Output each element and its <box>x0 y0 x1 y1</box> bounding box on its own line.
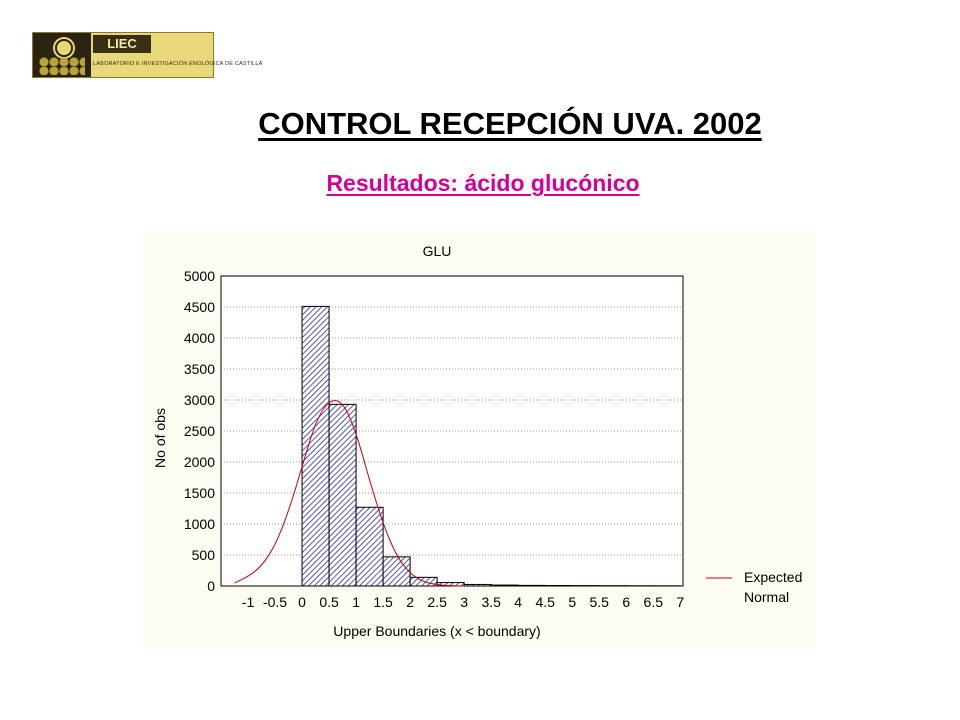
bar-3 <box>301 305 330 587</box>
x-tick-label-9: 3.5 <box>481 594 501 610</box>
y-axis-label: No of obs <box>152 408 168 468</box>
gridlines <box>221 306 683 556</box>
page-subtitle: Resultados: ácido glucónico <box>326 170 640 196</box>
x-tick-labels: -1 -0.5 0 0.5 1 1.5 2 2.5 3 3.5 4 4.5 5 5.5 6 6.5 7 <box>242 594 685 610</box>
y-tick-label-5: 2500 <box>184 423 215 439</box>
expected-normal-curve <box>234 400 465 587</box>
x-tick-label-12: 5 <box>568 594 576 610</box>
y-tick-label-1: 500 <box>192 547 216 563</box>
bars <box>301 305 681 587</box>
x-tick-label-0: -1 <box>242 594 255 610</box>
x-tick-label-1: -0.5 <box>263 594 287 610</box>
x-tick-label-6: 2 <box>406 594 414 610</box>
y-tick-label-2: 1000 <box>184 516 215 532</box>
y-tick-label-9: 4500 <box>184 299 215 315</box>
x-tick-label-7: 2.5 <box>427 594 447 610</box>
y-tick-label-6: 3000 <box>184 392 215 408</box>
x-tick-label-10: 4 <box>514 594 522 610</box>
x-axis-label: Upper Boundaries (x < boundary) <box>333 623 540 639</box>
y-tick-label-3: 1500 <box>184 485 215 501</box>
x-tick-label-14: 6 <box>622 594 630 610</box>
x-tick-label-2: 0 <box>298 594 306 610</box>
legend-label-line2: Normal <box>744 589 789 605</box>
x-tick-label-8: 3 <box>460 594 468 610</box>
x-tick-label-5: 1.5 <box>373 594 393 610</box>
chart-title: GLU <box>423 243 452 259</box>
y-tick-label-4: 2000 <box>184 454 215 470</box>
logo-emblem-icon <box>33 33 91 77</box>
bar-4 <box>328 403 357 587</box>
x-tick-label-13: 5.5 <box>590 594 610 610</box>
x-tick-label-11: 4.5 <box>535 594 555 610</box>
x-tick-label-4: 1 <box>352 594 360 610</box>
y-tick-label-10: 5000 <box>184 268 215 284</box>
logo-brand: LIEC <box>93 35 151 53</box>
y-tick-labels: 0 500 1000 1500 2000 2500 3000 3500 4000 4500 5000 <box>184 268 215 594</box>
y-tick-label-0: 0 <box>207 578 215 594</box>
liec-logo: LIEC LABORATORIO E INVESTIGACIÓN ENOLÓGI… <box>32 32 262 78</box>
legend-label-line1: Expected <box>744 569 802 585</box>
x-tick-label-3: 0.5 <box>319 594 339 610</box>
bar-9 <box>463 583 492 587</box>
bar-10 <box>490 584 519 587</box>
bar-5 <box>355 506 384 587</box>
x-tick-label-15: 6.5 <box>644 594 664 610</box>
bar-6 <box>382 556 411 587</box>
bar-11 <box>517 584 546 587</box>
y-tick-label-7: 3500 <box>184 361 215 377</box>
y-tick-label-8: 4000 <box>184 330 215 346</box>
page-title: CONTROL RECEPCIÓN UVA. 2002 <box>258 106 762 141</box>
x-tick-label-16: 7 <box>676 594 684 610</box>
logo-subtitle: LABORATORIO E INVESTIGACIÓN ENOLÓGICA DE… <box>93 61 263 67</box>
grapes-icon <box>39 57 85 75</box>
